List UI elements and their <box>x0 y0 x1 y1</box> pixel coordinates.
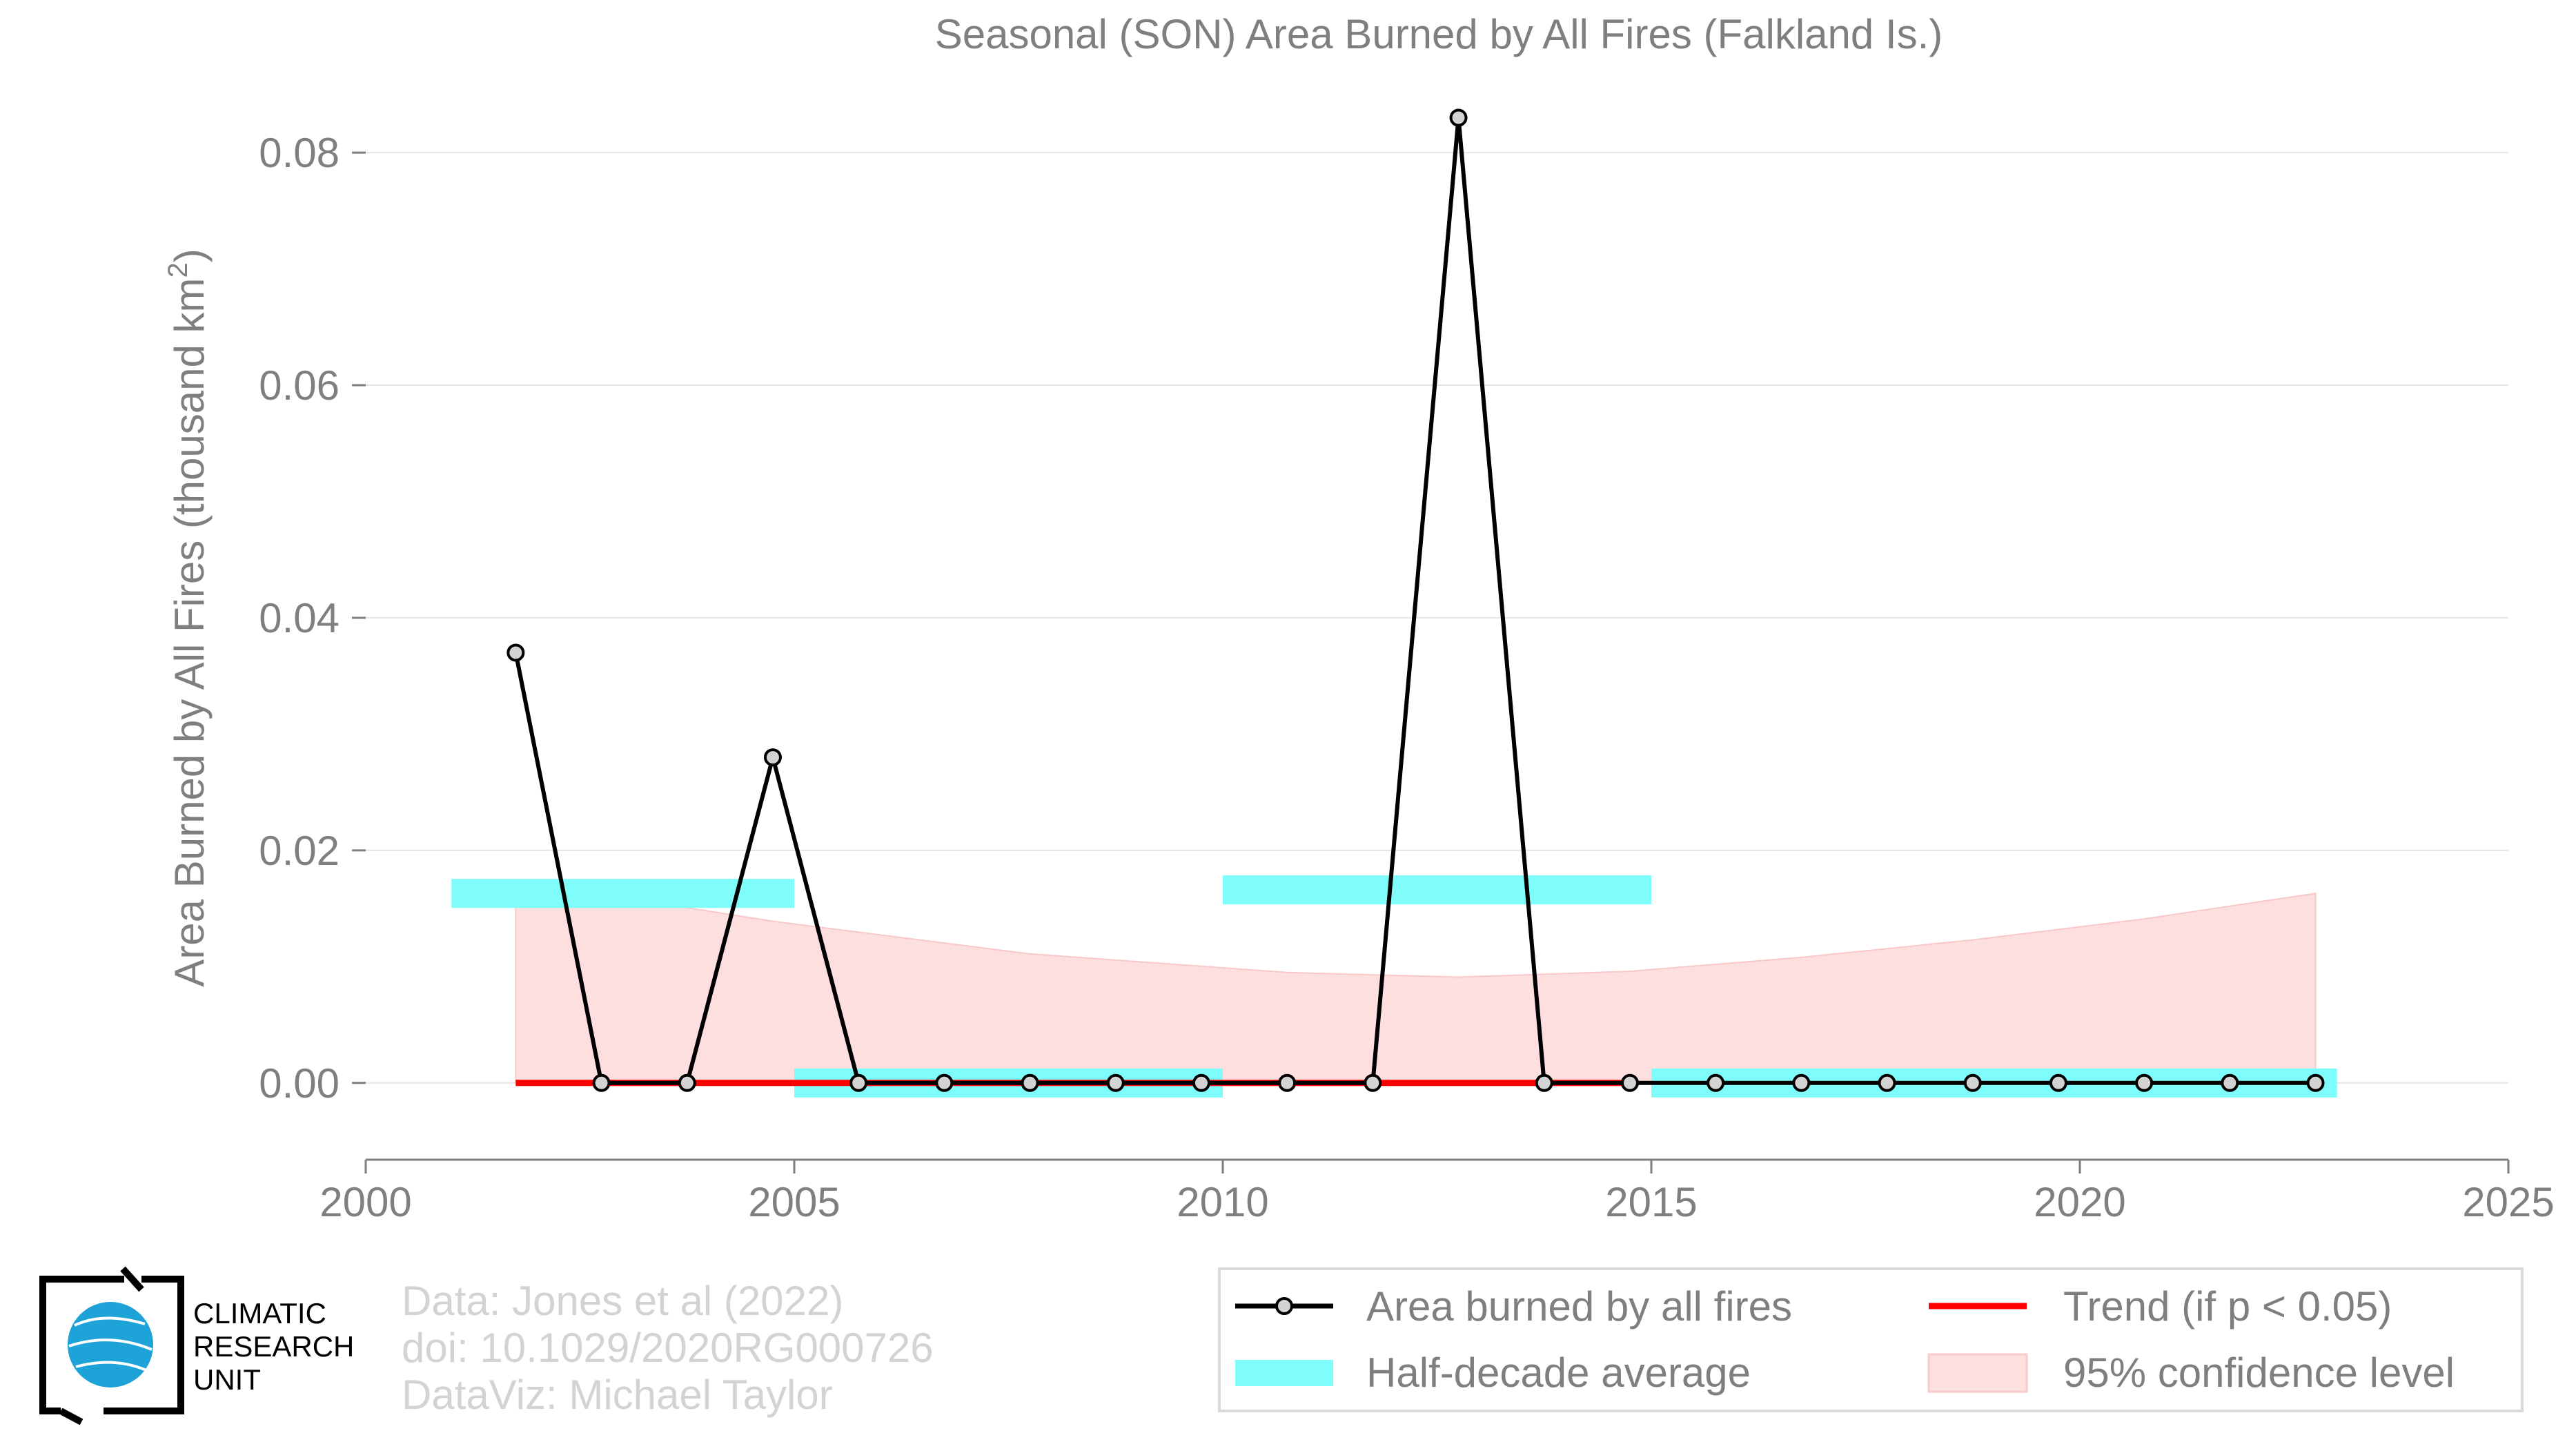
legend-item-half-decade: Half-decade average <box>1235 1350 1751 1396</box>
data-point <box>1192 1073 1210 1092</box>
data-point <box>935 1073 954 1092</box>
x-tick-label: 2015 <box>1605 1179 1697 1225</box>
logo-slash-bottom <box>59 1408 83 1425</box>
logo-text-line3: UNIT <box>193 1363 261 1396</box>
globe-swirl-2 <box>68 1338 153 1351</box>
logo-text-line2: RESEARCH <box>193 1330 354 1363</box>
y-axis-label-superscript: 2 <box>163 262 193 277</box>
data-point <box>1707 1073 1725 1092</box>
x-tick-label: 2025 <box>2462 1179 2554 1225</box>
series-line <box>513 117 2316 1085</box>
cru-logo: CLIMATIC RESEARCH UNIT <box>39 1266 354 1425</box>
x-tick-label: 2020 <box>2034 1179 2125 1225</box>
legend-item-confidence: 95% confidence level <box>1927 1350 2455 1396</box>
legend: Area burned by all fires Trend (if p < 0… <box>1218 1267 2524 1412</box>
legend-marker-swatch <box>1275 1297 1293 1315</box>
logo-bracket-left <box>39 1276 124 1414</box>
data-point <box>1620 1073 1639 1092</box>
chart-title: Seasonal (SON) Area Burned by All Fires … <box>935 11 1943 57</box>
legend-label-trend: Trend (if p < 0.05) <box>2063 1283 2392 1330</box>
x-tick-label: 2010 <box>1177 1179 1268 1225</box>
x-tick-label: 2005 <box>748 1179 840 1225</box>
credit-dataviz: DataViz: Michael Taylor <box>402 1372 833 1418</box>
data-point <box>1278 1073 1297 1092</box>
legend-label-half-decade: Half-decade average <box>1366 1350 1751 1396</box>
data-point <box>2221 1073 2239 1092</box>
data-point <box>592 1073 611 1092</box>
legend-item-trend: Trend (if p < 0.05) <box>1929 1283 2392 1330</box>
data-point <box>763 748 782 767</box>
data-point <box>1449 108 1468 127</box>
series-line-layer <box>513 117 2316 1085</box>
y-tick-label: 0.00 <box>259 1060 340 1107</box>
data-point <box>507 643 525 662</box>
data-point <box>2135 1073 2154 1092</box>
logo-slash-top <box>120 1266 144 1292</box>
data-point <box>1878 1073 1896 1092</box>
y-tick-label: 0.02 <box>259 828 340 874</box>
data-point <box>2049 1073 2067 1092</box>
credit-data: Data: Jones et al (2022) <box>402 1278 843 1324</box>
legend-half-decade-swatch <box>1235 1360 1333 1386</box>
confidence-band-layer <box>515 879 2317 1084</box>
legend-label-confidence: 95% confidence level <box>2063 1350 2455 1396</box>
legend-confidence-swatch <box>1927 1353 2028 1393</box>
confidence-band <box>515 879 2317 1084</box>
data-point <box>1535 1073 1553 1092</box>
x-tick-label: 2000 <box>319 1179 411 1225</box>
half-decade-bar <box>451 879 794 908</box>
data-point <box>1021 1073 1039 1092</box>
logo-bracket-right <box>104 1276 184 1414</box>
y-tick-label: 0.08 <box>259 130 340 176</box>
data-point <box>1364 1073 1382 1092</box>
half-decade-bar <box>1223 875 1651 905</box>
legend-label-area-burned: Area burned by all fires <box>1366 1283 1792 1330</box>
data-point <box>2306 1073 2325 1092</box>
data-point <box>1963 1073 1982 1092</box>
x-axis: 2000 2005 2010 2015 2020 2025 <box>319 1158 2555 1225</box>
y-tick-label: 0.04 <box>259 595 340 641</box>
data-point <box>849 1073 868 1092</box>
credit-doi: doi: 10.1029/2020RG000726 <box>402 1325 934 1371</box>
data-point <box>678 1073 696 1092</box>
y-tick-label: 0.06 <box>259 362 340 409</box>
y-axis-label: Area Burned by All Fires (thousand km2) <box>163 249 213 986</box>
globe-swirl-3 <box>75 1361 147 1372</box>
grid-layer: 0.00 0.02 0.04 0.06 0.08 <box>259 130 2508 1107</box>
credits: Data: Jones et al (2022) doi: 10.1029/20… <box>402 1278 934 1418</box>
logo-text-line1: CLIMATIC <box>193 1297 326 1330</box>
legend-item-area-burned: Area burned by all fires <box>1235 1283 1792 1330</box>
data-point <box>1792 1073 1811 1092</box>
y-axis-label-close: ) <box>166 249 213 262</box>
data-points-layer <box>507 108 2325 1092</box>
legend-frame <box>1218 1267 2524 1412</box>
data-point <box>1106 1073 1125 1092</box>
globe-swirl-1 <box>74 1316 146 1327</box>
